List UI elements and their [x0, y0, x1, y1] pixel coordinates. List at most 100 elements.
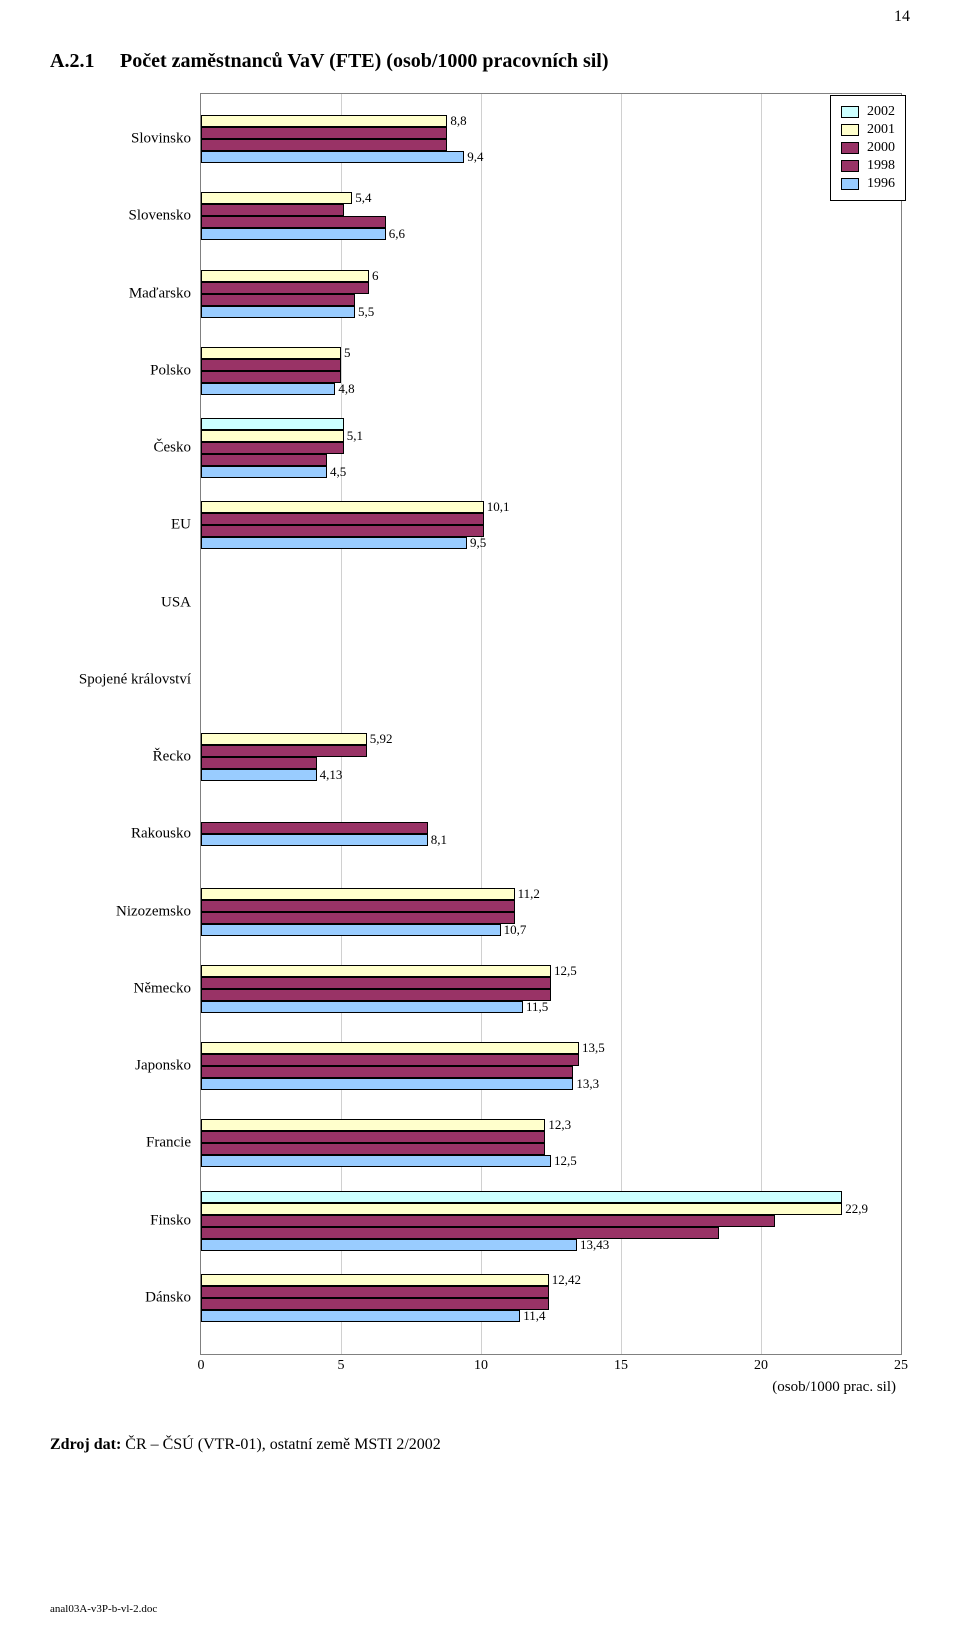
x-tick-label: 5	[338, 1358, 345, 1374]
series-group: Dánsko12,4211,4	[201, 1265, 901, 1331]
source-line: Zdroj dat: ČR – ČSÚ (VTR-01), ostatní ze…	[50, 1436, 910, 1454]
series-group: Německo12,511,5	[201, 956, 901, 1022]
x-tick-label: 15	[614, 1358, 628, 1374]
bar	[201, 418, 344, 430]
legend-swatch	[841, 106, 859, 118]
source-text: ČR – ČSÚ (VTR-01), ostatní země MSTI 2/2…	[121, 1436, 441, 1453]
legend: 20022001200019981996	[830, 95, 906, 201]
bar-value-label: 13,3	[572, 1076, 599, 1092]
bar-value-label: 12,5	[550, 1153, 577, 1169]
bar: 8,1	[201, 834, 428, 846]
bar-value-label: 4,8	[334, 381, 354, 397]
chart: 0510152025Slovinsko8,89,4Slovensko5,46,6…	[60, 93, 900, 1396]
source-label: Zdroj dat:	[50, 1436, 121, 1453]
bar: 4,5	[201, 466, 327, 478]
legend-label: 2002	[867, 104, 895, 120]
bar: 4,8	[201, 383, 335, 395]
bar	[201, 1298, 549, 1310]
x-axis-label: (osob/1000 prac. sil)	[60, 1379, 900, 1396]
bar	[201, 127, 447, 139]
bar	[201, 282, 369, 294]
bar-value-label: 12,3	[544, 1117, 571, 1133]
bar-value-label: 11,5	[522, 999, 548, 1015]
bar-value-label: 10,7	[500, 922, 527, 938]
bar	[201, 1054, 579, 1066]
series-group: Spojené království	[201, 647, 901, 713]
bar	[201, 1191, 842, 1203]
title-text: Počet zaměstnanců VaV (FTE) (osob/1000 p…	[120, 50, 609, 73]
bar: 11,4	[201, 1310, 520, 1322]
legend-label: 2001	[867, 122, 895, 138]
bar-value-label: 6	[368, 268, 379, 284]
bar-value-label: 5,92	[366, 731, 393, 747]
bar	[201, 912, 515, 924]
bar-value-label: 22,9	[841, 1201, 868, 1217]
series-group: Japonsko13,513,3	[201, 1033, 901, 1099]
bar: 13,3	[201, 1078, 573, 1090]
series-group: Nizozemsko11,210,7	[201, 879, 901, 945]
bar	[201, 1227, 719, 1239]
bar: 5,1	[201, 430, 344, 442]
bar-value-label: 13,5	[578, 1040, 605, 1056]
bar-value-label: 11,4	[519, 1308, 545, 1324]
page: 14 A.2.1 Počet zaměstnanců VaV (FTE) (os…	[0, 0, 960, 1627]
bar	[201, 1215, 775, 1227]
series-group: Rakousko8,1	[201, 801, 901, 867]
legend-swatch	[841, 124, 859, 136]
bar: 4,13	[201, 769, 317, 781]
bar-value-label: 5,5	[354, 304, 374, 320]
legend-swatch	[841, 142, 859, 154]
category-label: Řecko	[153, 749, 201, 766]
bar-value-label: 12,42	[548, 1272, 581, 1288]
bar	[201, 294, 355, 306]
category-label: Maďarsko	[129, 285, 201, 302]
category-label: Slovinsko	[131, 131, 201, 148]
bar	[201, 442, 344, 454]
bar	[201, 454, 327, 466]
title-row: A.2.1 Počet zaměstnanců VaV (FTE) (osob/…	[50, 50, 910, 73]
bar-value-label: 5,1	[343, 428, 363, 444]
series-group: Francie12,312,5	[201, 1110, 901, 1176]
bar	[201, 525, 484, 537]
bar: 12,42	[201, 1274, 549, 1286]
bar: 9,5	[201, 537, 467, 549]
plot-area: 0510152025Slovinsko8,89,4Slovensko5,46,6…	[200, 93, 902, 1355]
bar	[201, 1131, 545, 1143]
category-label: Nizozemsko	[116, 903, 201, 920]
series-group: Polsko54,8	[201, 338, 901, 404]
bar-value-label: 5	[340, 345, 351, 361]
category-label: Polsko	[150, 362, 201, 379]
bar: 10,7	[201, 924, 501, 936]
series-group: Řecko5,924,13	[201, 724, 901, 790]
category-label: Japonsko	[135, 1058, 201, 1075]
bar	[201, 139, 447, 151]
bar-value-label: 12,5	[550, 963, 577, 979]
page-number: 14	[894, 8, 910, 26]
bar	[201, 513, 484, 525]
series-group: USA	[201, 570, 901, 636]
legend-item: 2002	[841, 104, 895, 120]
category-label: Česko	[154, 440, 202, 457]
legend-swatch	[841, 160, 859, 172]
series-group: Maďarsko65,5	[201, 261, 901, 327]
bar: 13,5	[201, 1042, 579, 1054]
series-group: Finsko22,913,43	[201, 1188, 901, 1254]
bar	[201, 745, 367, 757]
legend-label: 2000	[867, 140, 895, 156]
bar: 5,92	[201, 733, 367, 745]
bar	[201, 989, 551, 1001]
bar-value-label: 8,8	[446, 113, 466, 129]
bar-value-label: 6,6	[385, 226, 405, 242]
category-label: Slovensko	[128, 208, 201, 225]
legend-item: 1998	[841, 158, 895, 174]
bar	[201, 1143, 545, 1155]
bar: 12,5	[201, 1155, 551, 1167]
bar-value-label: 13,43	[576, 1237, 609, 1253]
bar	[201, 1066, 573, 1078]
bar: 10,1	[201, 501, 484, 513]
footer-filename: anal03A-v3P-b-vl-2.doc	[50, 1603, 157, 1615]
bar-value-label: 9,4	[463, 149, 483, 165]
bar-value-label: 5,4	[351, 190, 371, 206]
series-group: Česko5,14,5	[201, 415, 901, 481]
bar	[201, 371, 341, 383]
